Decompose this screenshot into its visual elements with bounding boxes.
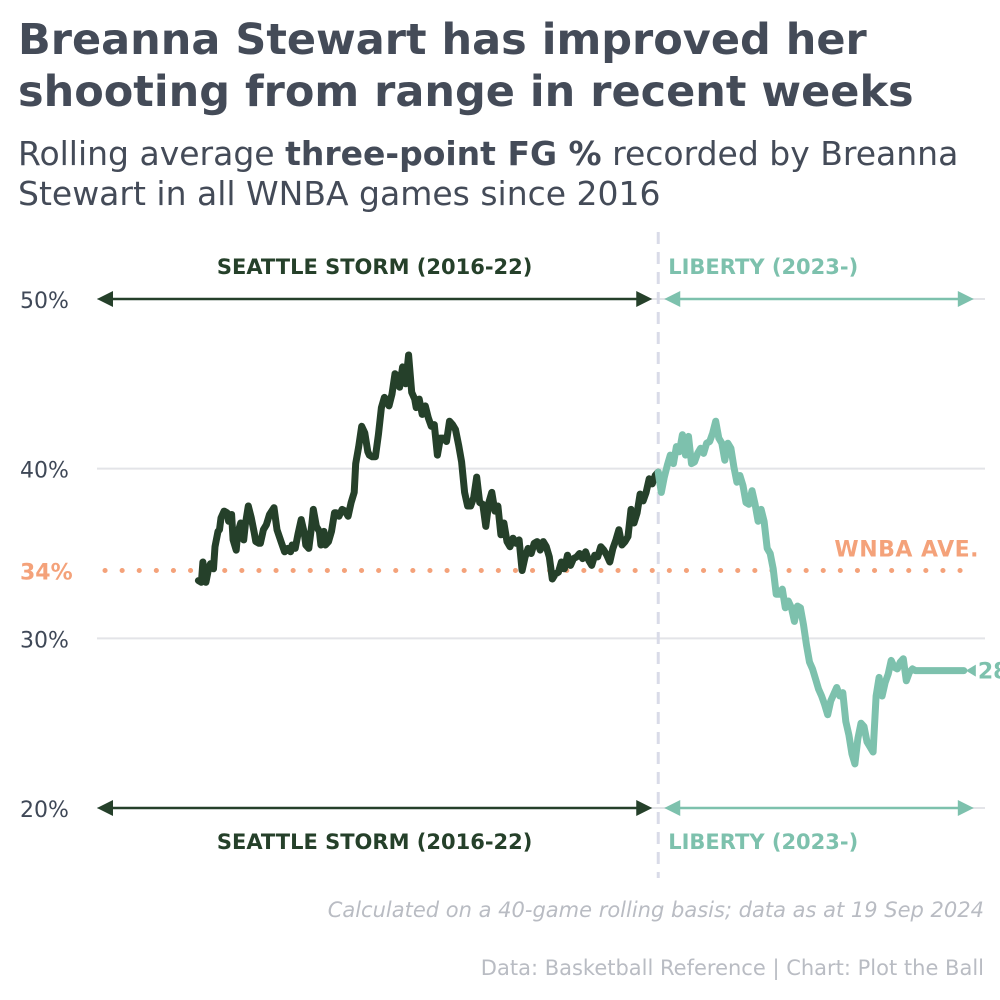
liberty-team-label-top: LIBERTY (2023-) (668, 255, 858, 279)
storm-span-arrow-bottom-head-right (636, 800, 653, 816)
liberty-team-label-bottom: LIBERTY (2023-) (668, 830, 858, 854)
subtitle-suffix: recorded by Breanna Stewart in all WNBA … (18, 134, 959, 213)
liberty-span-arrow-top-head-left (664, 291, 681, 307)
storm-team-label-top: SEATTLE STORM (2016-22) (217, 255, 533, 279)
chart-title: Breanna Stewart has improved her shootin… (18, 15, 914, 117)
storm-span-arrow-bottom-head-left (97, 800, 113, 816)
storm-series-line (194, 351, 662, 586)
storm-team-label-bottom: SEATTLE STORM (2016-22) (217, 830, 533, 854)
y-tick-label-40: 40% (20, 459, 69, 484)
chart-footnote: Calculated on a 40-game rolling basis; d… (327, 898, 984, 922)
chart-credit: Data: Basketball Reference | Chart: Plot… (480, 956, 984, 980)
y-tick-label-34: 34% (20, 560, 73, 585)
chart-subtitle: Rolling average three-point FG % recorde… (18, 134, 988, 214)
y-tick-label-50: 50% (20, 289, 69, 314)
latest-value-label: 28.1% (978, 660, 1000, 685)
liberty-series-line (654, 417, 968, 768)
storm-span-arrow-top-head-left (97, 291, 113, 307)
y-tick-label-30: 30% (20, 628, 69, 653)
storm-span-arrow-top-head-right (636, 291, 653, 307)
subtitle-prefix: Rolling average (18, 134, 286, 173)
wnba-average-label: WNBA AVE. (834, 537, 979, 562)
liberty-span-arrow-bottom-head-right (957, 800, 974, 816)
liberty-span-arrow-bottom-head-left (664, 800, 681, 816)
liberty-span-arrow-top-head-right (957, 291, 974, 307)
subtitle-bold-metric: three-point FG % (285, 134, 602, 173)
end-label-pointer (965, 664, 976, 677)
y-tick-label-20: 20% (20, 798, 69, 823)
